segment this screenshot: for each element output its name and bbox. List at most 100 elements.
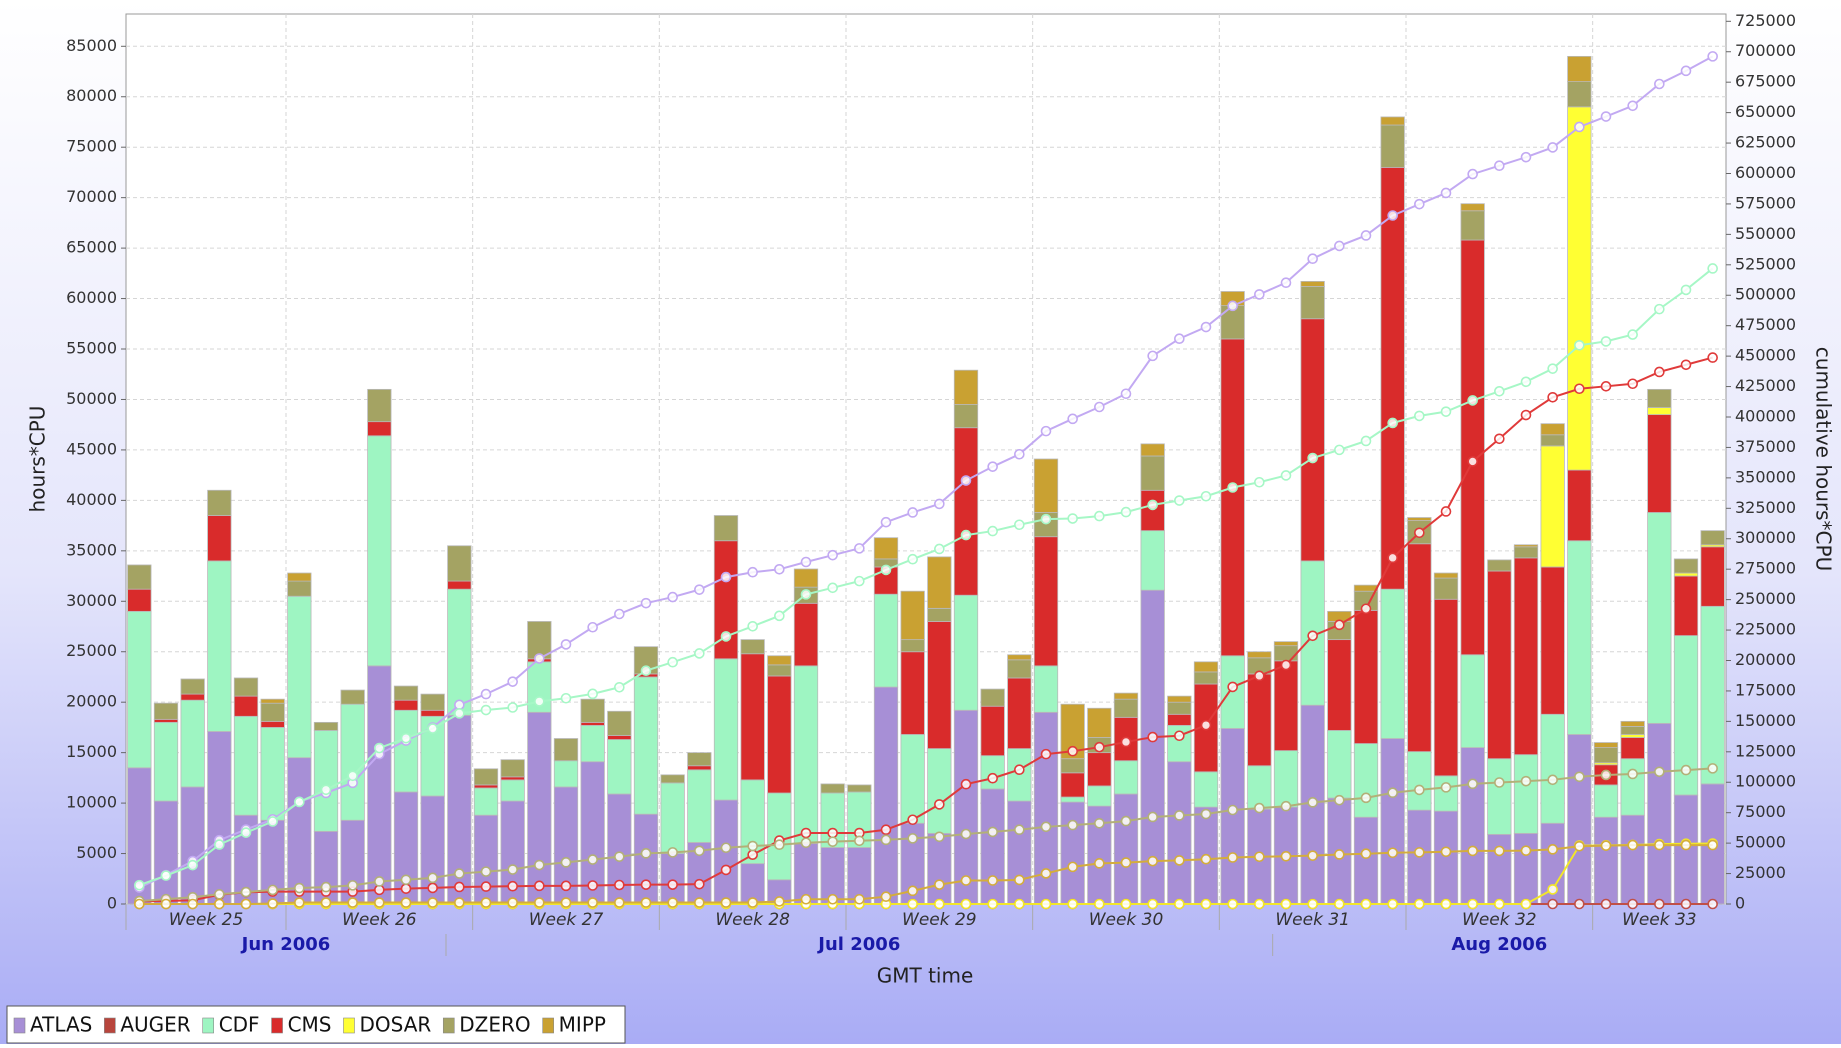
bar-segment bbox=[927, 556, 952, 609]
bar-segment bbox=[473, 784, 499, 789]
cumulative-point bbox=[1387, 787, 1398, 799]
cumulative-point bbox=[774, 610, 785, 622]
bar-segment bbox=[1273, 641, 1299, 647]
cumulative-point bbox=[427, 882, 438, 894]
bar-segment bbox=[660, 774, 685, 784]
cumulative-point bbox=[1040, 898, 1052, 910]
cumulative-point bbox=[507, 880, 518, 892]
bar-segment bbox=[500, 779, 525, 802]
cumulative-point bbox=[1414, 198, 1425, 210]
cumulative-point bbox=[1014, 898, 1025, 910]
cumulative-point bbox=[1707, 51, 1718, 62]
cumulative-point bbox=[694, 897, 705, 908]
bar-segment bbox=[793, 665, 819, 844]
y2-tick-label: 525000 bbox=[1735, 254, 1796, 273]
bar-segment bbox=[953, 369, 979, 405]
cumulative-point bbox=[854, 543, 865, 554]
cumulative-point bbox=[1520, 376, 1532, 388]
bar-segment bbox=[953, 427, 979, 596]
cumulative-point bbox=[1174, 898, 1185, 910]
cumulative-point bbox=[1094, 817, 1105, 829]
bar-segment bbox=[500, 759, 525, 778]
cumulative-point bbox=[1547, 774, 1558, 786]
bar-segment bbox=[1647, 388, 1672, 408]
bar-segment bbox=[1700, 530, 1725, 546]
cumulative-point bbox=[907, 898, 918, 910]
cumulative-point bbox=[667, 897, 678, 908]
cumulative-point bbox=[907, 833, 918, 844]
cumulative-point bbox=[854, 835, 865, 847]
bar-segment bbox=[1620, 720, 1645, 727]
cumulative-point bbox=[1147, 731, 1158, 743]
cumulative-point bbox=[1360, 435, 1372, 447]
cumulative-point bbox=[1627, 839, 1638, 851]
cumulative-point bbox=[774, 839, 785, 851]
bar-segment bbox=[847, 784, 872, 793]
cumulative-point bbox=[1547, 898, 1558, 910]
bar-segment bbox=[1087, 785, 1112, 807]
cumulative-point bbox=[480, 897, 492, 908]
bar-segment bbox=[1167, 701, 1192, 715]
bar-segment bbox=[953, 709, 979, 905]
bar-segment bbox=[1513, 546, 1539, 559]
cumulative-point bbox=[587, 880, 598, 891]
bar-segment bbox=[580, 698, 605, 723]
bar-segment bbox=[1407, 543, 1432, 753]
cumulative-point bbox=[1040, 425, 1052, 437]
cumulative-point bbox=[1360, 848, 1372, 860]
y2-tick-label: 625000 bbox=[1735, 133, 1796, 152]
bar-segment bbox=[900, 590, 925, 641]
cumulative-point bbox=[934, 831, 945, 843]
bar-segment bbox=[1673, 558, 1699, 574]
cumulative-point bbox=[1654, 766, 1665, 778]
cumulative-point bbox=[907, 885, 918, 897]
bar-segment bbox=[287, 595, 312, 759]
bar-segment bbox=[1433, 775, 1459, 812]
cumulative-point bbox=[1387, 210, 1398, 221]
bar-segment bbox=[1033, 665, 1059, 713]
cumulative-point bbox=[1387, 417, 1398, 429]
cumulative-point bbox=[454, 699, 465, 711]
bar-segment bbox=[180, 699, 205, 788]
bar-segment bbox=[180, 693, 205, 701]
bar-segment bbox=[767, 675, 792, 794]
bar-segment bbox=[1433, 572, 1459, 579]
cumulative-point bbox=[1094, 401, 1105, 413]
bar-segment bbox=[1593, 747, 1619, 764]
cumulative-point bbox=[667, 591, 678, 603]
cumulative-point bbox=[1120, 898, 1132, 910]
cumulative-point bbox=[614, 608, 625, 620]
cumulative-point bbox=[1414, 784, 1425, 796]
bar-segment bbox=[900, 651, 925, 735]
bar-segment bbox=[660, 853, 685, 905]
y2-tick-label: 50000 bbox=[1735, 833, 1786, 852]
bar-segment bbox=[313, 730, 339, 832]
bar-segment bbox=[1007, 654, 1032, 661]
bar-segment bbox=[1567, 106, 1592, 471]
bar-segment bbox=[1487, 570, 1512, 760]
cumulative-point bbox=[1414, 410, 1425, 422]
bar-segment bbox=[1540, 445, 1565, 568]
cumulative-point bbox=[934, 799, 945, 810]
cumulative-point bbox=[747, 849, 758, 860]
cumulative-point bbox=[720, 864, 732, 876]
bar-segment bbox=[1380, 588, 1405, 739]
bar-segment bbox=[1380, 124, 1405, 168]
bar-segment bbox=[1300, 286, 1325, 320]
cumulative-point bbox=[1307, 253, 1318, 265]
bar-segment bbox=[1460, 239, 1485, 656]
cumulative-point bbox=[1440, 846, 1452, 858]
bar-segment bbox=[820, 783, 845, 794]
bar-segment bbox=[660, 782, 685, 854]
bar-segment bbox=[1087, 752, 1112, 787]
bar-segment bbox=[260, 702, 285, 722]
cumulative-point bbox=[1574, 383, 1585, 395]
cumulative-point bbox=[587, 621, 598, 633]
cumulative-point bbox=[987, 826, 998, 838]
cumulative-point bbox=[560, 897, 572, 908]
bar-segment bbox=[793, 568, 819, 588]
cumulative-point bbox=[1334, 619, 1345, 631]
bar-segment bbox=[767, 655, 792, 666]
cumulative-point bbox=[560, 639, 572, 650]
y-tick-label: 75000 bbox=[66, 137, 117, 156]
